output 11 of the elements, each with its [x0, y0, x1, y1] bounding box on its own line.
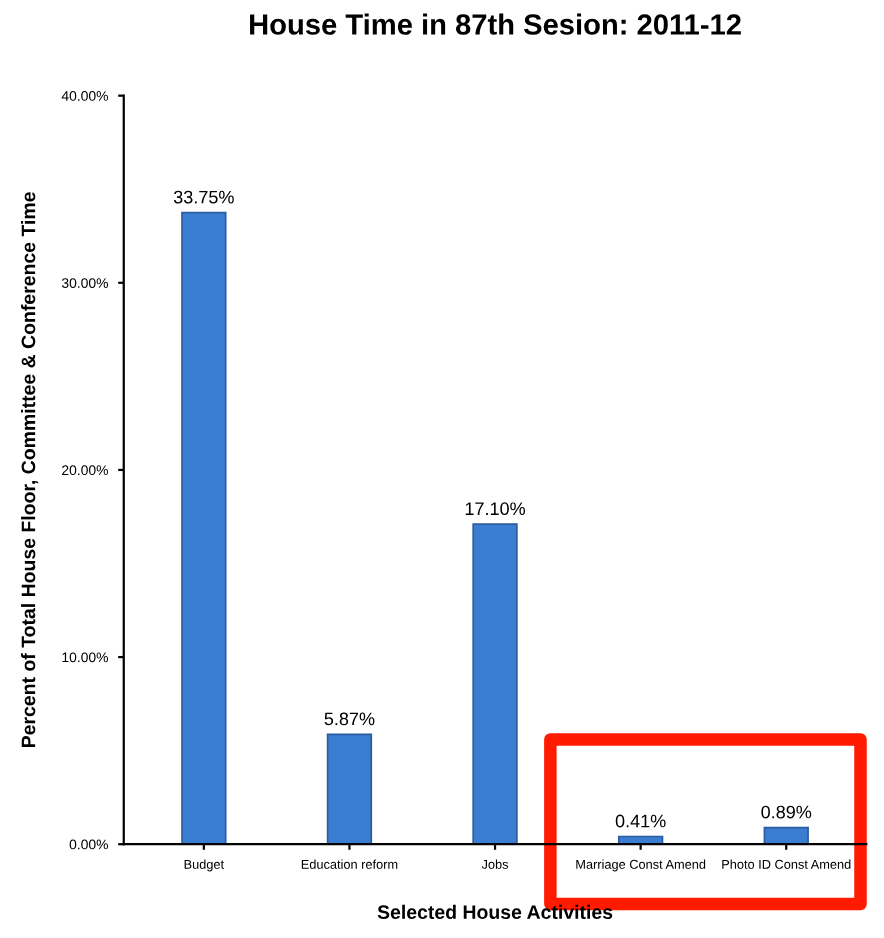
bar: [763, 826, 809, 845]
bar: [181, 211, 227, 845]
chart-title: House Time in 87th Sesion: 2011-12: [250, 13, 741, 35]
data-label: 17.10%: [465, 502, 526, 516]
data-label: 5.87%: [324, 712, 375, 726]
data-label: 33.75%: [173, 190, 234, 204]
y-axis-title: Percent of Total House Floor, Committee & Conference Time: [21, 192, 39, 748]
bar: [326, 733, 373, 845]
data-label: 0.41%: [615, 814, 666, 828]
bar: [472, 523, 518, 845]
data-label: 0.89%: [761, 805, 812, 819]
